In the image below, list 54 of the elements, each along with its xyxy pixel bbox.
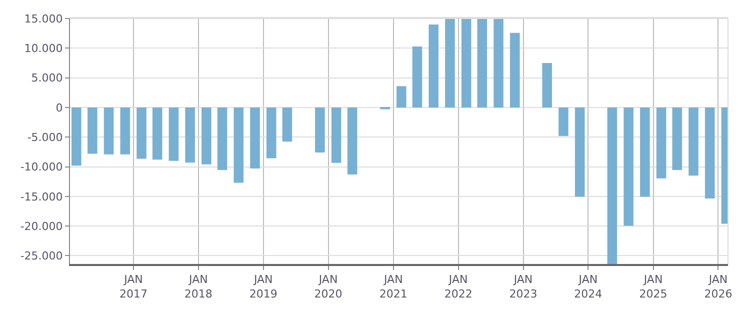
bar <box>136 108 146 159</box>
bar <box>202 108 212 164</box>
x-tick-label: JAN 2023 <box>509 273 538 300</box>
bar <box>168 108 179 161</box>
y-tick-label: -10.000 <box>20 160 63 174</box>
bar <box>120 108 130 154</box>
y-tick-label: 15.000 <box>24 12 63 26</box>
bar <box>282 108 292 142</box>
x-tick-label: JAN 2024 <box>574 273 602 300</box>
bar <box>152 108 162 160</box>
x-tick-label: JAN 2025 <box>639 273 668 300</box>
bar <box>396 86 406 108</box>
bar <box>558 108 568 136</box>
bar <box>624 108 634 226</box>
bar <box>250 108 260 169</box>
bar <box>607 108 618 264</box>
x-tick-label: JAN 2026 <box>704 273 732 300</box>
y-tick-label: 0 <box>56 101 63 114</box>
bar <box>331 108 342 163</box>
bar <box>461 18 472 108</box>
bar <box>104 108 114 154</box>
bar <box>574 108 585 197</box>
x-tick-label: JAN 2022 <box>444 273 472 300</box>
bar <box>542 63 552 108</box>
x-tick-label: JAN 2021 <box>379 273 408 300</box>
x-tick-label: JAN 2020 <box>314 273 342 300</box>
bar <box>315 108 325 153</box>
y-tick-label: -25.000 <box>20 250 63 263</box>
bar <box>185 108 195 163</box>
y-tick-label: 10.000 <box>24 42 63 56</box>
bar <box>217 108 228 170</box>
y-tick-label: 5.000 <box>31 72 63 85</box>
y-tick-label: -20.000 <box>20 220 63 233</box>
bar <box>72 108 82 166</box>
x-tick-label: JAN 2018 <box>184 273 212 300</box>
bar <box>656 108 666 178</box>
bar <box>347 108 358 174</box>
bar <box>672 108 682 170</box>
y-tick-label: -15.000 <box>20 190 63 204</box>
bar <box>640 108 650 197</box>
bar <box>234 108 244 183</box>
bar <box>688 108 698 176</box>
x-tick-label: JAN 2017 <box>120 273 148 300</box>
x-tick-label: JAN 2019 <box>249 273 278 300</box>
y-tick-label: -5.000 <box>27 131 63 144</box>
bar <box>445 18 455 108</box>
bar <box>266 108 276 158</box>
bar <box>428 24 438 108</box>
bar <box>704 108 715 198</box>
bar <box>412 46 422 108</box>
bar <box>510 32 520 108</box>
bar <box>477 18 488 108</box>
bar <box>494 18 504 108</box>
bar <box>88 108 98 154</box>
